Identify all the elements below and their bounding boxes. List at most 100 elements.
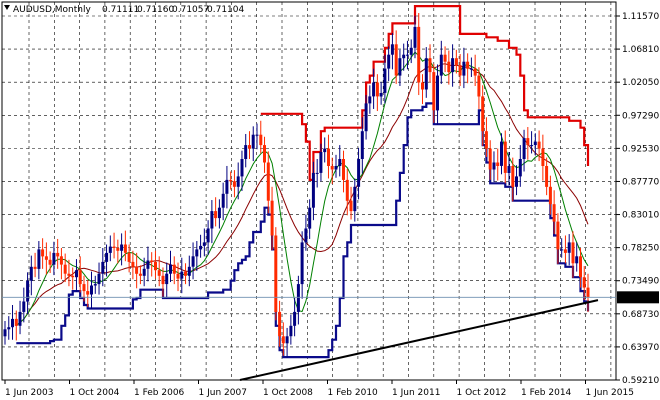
candle-body <box>567 242 571 253</box>
candle-body <box>466 61 470 69</box>
candle-body <box>296 284 300 312</box>
x-tick-label: 1 Oct 2008 <box>263 388 313 398</box>
chart-header: AUDUSD,Monthly 0.71111 0.71160 0.71057 0… <box>4 5 244 15</box>
candle-body <box>477 75 481 97</box>
candle-body <box>78 270 82 285</box>
candle-body <box>150 260 154 262</box>
x-tick-label: 1 Jun 2007 <box>199 388 247 398</box>
candle-body <box>71 275 75 278</box>
candle-body <box>515 176 518 187</box>
x-tick-label: 1 Feb 2010 <box>328 388 379 398</box>
candle-body <box>48 259 52 265</box>
candle-body <box>248 145 251 149</box>
candle-body <box>394 44 398 76</box>
x-tick-label: 1 Oct 2012 <box>457 388 507 398</box>
chart-menu-icon[interactable] <box>4 5 10 10</box>
candle-body <box>116 248 120 251</box>
x-tick-label: 1 Oct 2004 <box>70 388 120 398</box>
candle-body <box>511 166 515 187</box>
candle-body <box>300 242 304 285</box>
candle-body <box>330 166 334 170</box>
candle-body <box>293 311 297 326</box>
candle-body <box>383 68 387 93</box>
candle-body <box>406 54 409 56</box>
candle-body <box>488 148 492 170</box>
candle-body <box>232 181 236 187</box>
candle-body <box>556 221 560 250</box>
candle-body <box>120 244 124 251</box>
candle-body <box>266 162 270 201</box>
candle-body <box>169 264 172 274</box>
candle-body <box>210 211 214 229</box>
y-tick-label: 0.78250 <box>622 244 659 254</box>
candle-body <box>195 249 199 257</box>
y-axis: 1.11570 1.06810 1.02050 0.97290 0.92530 0.877… <box>616 12 659 386</box>
candle-body <box>259 134 263 146</box>
y-tick-label: 0.83010 <box>622 211 659 221</box>
candle-body <box>345 179 349 201</box>
candle-body <box>436 75 439 111</box>
last-price-tag <box>617 291 659 304</box>
candle-body <box>135 266 139 274</box>
candle-body <box>484 131 488 149</box>
candle-body <box>334 166 338 170</box>
candle-body <box>44 256 48 260</box>
x-tick-label: 1 Feb 2006 <box>134 388 185 398</box>
candle-body <box>37 249 41 269</box>
candle-body <box>59 256 63 265</box>
candle-body <box>586 287 590 298</box>
candle-body <box>304 228 308 243</box>
candle-body <box>281 336 285 344</box>
candle-body <box>447 61 451 73</box>
candle-body <box>176 273 180 279</box>
candle-body <box>108 246 112 253</box>
candle-body <box>86 291 90 295</box>
candle-body <box>289 325 293 337</box>
trendline <box>239 299 599 381</box>
candle-body <box>22 301 26 312</box>
candle-body <box>518 159 522 177</box>
candle-body <box>221 193 225 208</box>
candle-body <box>368 96 372 104</box>
ohlc-low: 0.71057 <box>172 5 209 15</box>
candle-body <box>278 311 282 337</box>
candle-body <box>387 54 391 69</box>
candle-body <box>154 261 157 271</box>
candle-body <box>75 270 78 278</box>
candle-body <box>255 134 259 136</box>
y-tick-label: 1.06810 <box>622 45 659 55</box>
ohlc-close: 0.71104 <box>207 5 244 15</box>
candle-body <box>315 172 319 174</box>
candle-body <box>251 134 255 149</box>
candle-body <box>67 273 71 276</box>
candle-body <box>199 245 203 250</box>
candle-body <box>101 261 105 274</box>
candle-body <box>308 207 312 229</box>
fast-ma-line <box>16 51 589 326</box>
candle-body <box>451 58 455 73</box>
candle-body <box>582 277 586 288</box>
candle-body <box>3 329 7 337</box>
y-tick-label: 0.97290 <box>622 111 659 121</box>
ohlc-high: 0.71160 <box>137 5 174 15</box>
candle-body <box>462 61 466 76</box>
candle-body <box>575 256 579 264</box>
candle-body <box>548 186 552 205</box>
candle-body <box>338 159 342 166</box>
candle-body <box>533 141 537 146</box>
candle-body <box>225 179 229 194</box>
x-tick-label: 1 Jun 2003 <box>5 388 53 398</box>
candle-body <box>342 159 345 180</box>
candle-body <box>353 186 357 212</box>
x-tick-label: 1 Feb 2014 <box>521 388 572 398</box>
candle-body <box>274 235 278 312</box>
candle-body <box>236 176 240 187</box>
candle-body <box>97 273 101 285</box>
candle-body <box>191 256 195 267</box>
candle-body <box>142 268 146 276</box>
candle-body <box>413 26 417 48</box>
candle-body <box>93 284 97 286</box>
candle-body <box>323 148 327 153</box>
candle-body <box>184 271 187 276</box>
candle-body <box>469 68 473 70</box>
